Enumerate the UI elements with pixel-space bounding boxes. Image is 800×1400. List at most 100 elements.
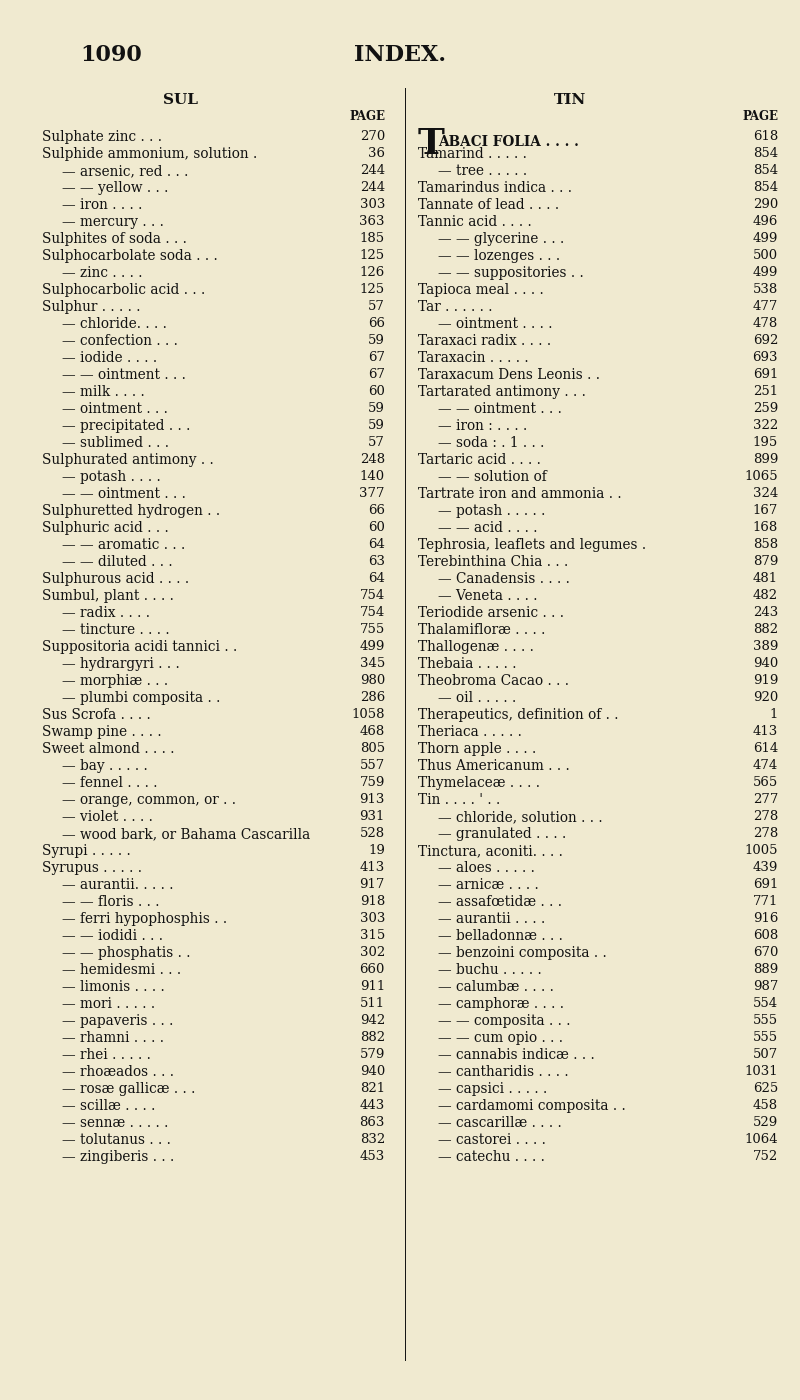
Text: 290: 290 <box>753 197 778 211</box>
Text: — iron : . . . .: — iron : . . . . <box>438 419 527 433</box>
Text: 57: 57 <box>368 435 385 449</box>
Text: 278: 278 <box>753 811 778 823</box>
Text: — — aromatic . . .: — — aromatic . . . <box>62 538 186 552</box>
Text: Thus Americanum . . .: Thus Americanum . . . <box>418 759 570 773</box>
Text: — tree . . . . .: — tree . . . . . <box>438 164 527 178</box>
Text: 911: 911 <box>360 980 385 993</box>
Text: 832: 832 <box>360 1133 385 1147</box>
Text: 752: 752 <box>753 1149 778 1163</box>
Text: — — cum opio . . .: — — cum opio . . . <box>438 1030 563 1044</box>
Text: — Veneta . . . .: — Veneta . . . . <box>438 589 538 603</box>
Text: Sulphocarbolate soda . . .: Sulphocarbolate soda . . . <box>42 249 218 263</box>
Text: 468: 468 <box>360 725 385 738</box>
Text: 528: 528 <box>360 827 385 840</box>
Text: T: T <box>418 127 445 161</box>
Text: 919: 919 <box>753 673 778 687</box>
Text: — chloride, solution . . .: — chloride, solution . . . <box>438 811 602 825</box>
Text: — scillæ . . . .: — scillæ . . . . <box>62 1099 155 1113</box>
Text: — — ointment . . .: — — ointment . . . <box>62 487 186 501</box>
Text: Sulphur . . . . .: Sulphur . . . . . <box>42 300 141 314</box>
Text: 940: 940 <box>753 657 778 671</box>
Text: — plumbi composita . .: — plumbi composita . . <box>62 692 220 706</box>
Text: 565: 565 <box>753 776 778 790</box>
Text: 413: 413 <box>360 861 385 874</box>
Text: Sweet almond . . . .: Sweet almond . . . . <box>42 742 174 756</box>
Text: 499: 499 <box>360 640 385 652</box>
Text: 889: 889 <box>753 963 778 976</box>
Text: — bay . . . . .: — bay . . . . . <box>62 759 148 773</box>
Text: — — phosphatis . .: — — phosphatis . . <box>62 946 190 960</box>
Text: Theriaca . . . . .: Theriaca . . . . . <box>418 725 522 739</box>
Text: — precipitated . . .: — precipitated . . . <box>62 419 190 433</box>
Text: Terebinthina Chia . . .: Terebinthina Chia . . . <box>418 554 568 568</box>
Text: 1031: 1031 <box>744 1065 778 1078</box>
Text: — confection . . .: — confection . . . <box>62 335 178 349</box>
Text: Syrupi . . . . .: Syrupi . . . . . <box>42 844 130 858</box>
Text: Thebaia . . . . .: Thebaia . . . . . <box>418 657 517 671</box>
Text: — milk . . . .: — milk . . . . <box>62 385 145 399</box>
Text: ABACI FOLIA . . . .: ABACI FOLIA . . . . <box>438 134 579 148</box>
Text: 942: 942 <box>360 1014 385 1028</box>
Text: Swamp pine . . . .: Swamp pine . . . . <box>42 725 162 739</box>
Text: 759: 759 <box>360 776 385 790</box>
Text: 259: 259 <box>753 402 778 414</box>
Text: — — ointment . . .: — — ointment . . . <box>438 402 562 416</box>
Text: Sulphurated antimony . .: Sulphurated antimony . . <box>42 454 214 468</box>
Text: 691: 691 <box>753 368 778 381</box>
Text: 916: 916 <box>753 911 778 925</box>
Text: — ointment . . .: — ointment . . . <box>62 402 168 416</box>
Text: — buchu . . . . .: — buchu . . . . . <box>438 963 542 977</box>
Text: — assafœtidæ . . .: — assafœtidæ . . . <box>438 895 562 909</box>
Text: 499: 499 <box>753 232 778 245</box>
Text: 66: 66 <box>368 504 385 517</box>
Text: Taraxacum Dens Leonis . .: Taraxacum Dens Leonis . . <box>418 368 600 382</box>
Text: 670: 670 <box>753 946 778 959</box>
Text: — cantharidis . . . .: — cantharidis . . . . <box>438 1065 569 1079</box>
Text: 693: 693 <box>753 351 778 364</box>
Text: — mori . . . . .: — mori . . . . . <box>62 997 155 1011</box>
Text: 614: 614 <box>753 742 778 755</box>
Text: 555: 555 <box>753 1014 778 1028</box>
Text: Taraxacin . . . . .: Taraxacin . . . . . <box>418 351 529 365</box>
Text: 125: 125 <box>360 249 385 262</box>
Text: 754: 754 <box>360 589 385 602</box>
Text: Sumbul, plant . . . .: Sumbul, plant . . . . <box>42 589 174 603</box>
Text: Tin . . . . ' . .: Tin . . . . ' . . <box>418 792 500 806</box>
Text: 608: 608 <box>753 930 778 942</box>
Text: 66: 66 <box>368 316 385 330</box>
Text: 63: 63 <box>368 554 385 568</box>
Text: — — yellow . . .: — — yellow . . . <box>62 181 168 195</box>
Text: — — solution of: — — solution of <box>438 470 546 484</box>
Text: Tephrosia, leaflets and legumes .: Tephrosia, leaflets and legumes . <box>418 538 646 552</box>
Text: Tar . . . . . .: Tar . . . . . . <box>418 300 493 314</box>
Text: — tolutanus . . .: — tolutanus . . . <box>62 1133 171 1147</box>
Text: 899: 899 <box>753 454 778 466</box>
Text: 67: 67 <box>368 368 385 381</box>
Text: 125: 125 <box>360 283 385 295</box>
Text: 60: 60 <box>368 385 385 398</box>
Text: 126: 126 <box>360 266 385 279</box>
Text: — — composita . . .: — — composita . . . <box>438 1014 570 1028</box>
Text: Sulphuric acid . . .: Sulphuric acid . . . <box>42 521 169 535</box>
Text: — castorei . . . .: — castorei . . . . <box>438 1133 546 1147</box>
Text: — cascarillæ . . . .: — cascarillæ . . . . <box>438 1116 562 1130</box>
Text: 511: 511 <box>360 997 385 1009</box>
Text: — — ointment . . .: — — ointment . . . <box>62 368 186 382</box>
Text: 754: 754 <box>360 606 385 619</box>
Text: 858: 858 <box>753 538 778 552</box>
Text: 1090: 1090 <box>80 43 142 66</box>
Text: 482: 482 <box>753 589 778 602</box>
Text: Tannic acid . . . .: Tannic acid . . . . <box>418 216 532 230</box>
Text: 478: 478 <box>753 316 778 330</box>
Text: 60: 60 <box>368 521 385 533</box>
Text: 453: 453 <box>360 1149 385 1163</box>
Text: 270: 270 <box>360 130 385 143</box>
Text: 1064: 1064 <box>744 1133 778 1147</box>
Text: 538: 538 <box>753 283 778 295</box>
Text: — — suppositories . .: — — suppositories . . <box>438 266 584 280</box>
Text: Tannate of lead . . . .: Tannate of lead . . . . <box>418 197 559 211</box>
Text: 755: 755 <box>360 623 385 636</box>
Text: — hemidesmi . . .: — hemidesmi . . . <box>62 963 181 977</box>
Text: 500: 500 <box>753 249 778 262</box>
Text: — violet . . . .: — violet . . . . <box>62 811 153 825</box>
